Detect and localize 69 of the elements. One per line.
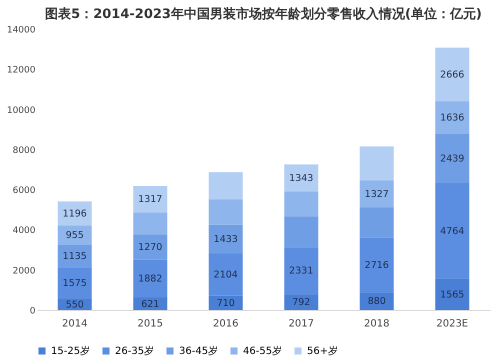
y-tick-label: 4000	[12, 226, 36, 236]
data-label: 1636	[440, 112, 464, 124]
legend-label: 15-25岁	[51, 345, 90, 357]
data-label: 1433	[214, 234, 238, 246]
data-label: 2104	[214, 270, 238, 281]
bar	[435, 48, 470, 102]
data-label: 1565	[440, 289, 464, 300]
data-label: 880	[368, 296, 386, 308]
x-tick-label: 2018	[364, 318, 390, 330]
legend-label: 36-45岁	[179, 345, 218, 357]
data-label: 1135	[62, 250, 87, 262]
bar	[360, 207, 394, 238]
data-label: 955	[66, 230, 84, 241]
x-tick-label: 2023E	[436, 318, 468, 330]
x-tick-label: 2015	[138, 318, 163, 330]
data-label: 550	[66, 299, 84, 310]
bar	[58, 267, 92, 299]
y-tick-label: 2000	[12, 266, 36, 276]
data-label: 792	[292, 297, 310, 308]
bar	[133, 234, 168, 260]
y-tick-label: 12000	[6, 66, 36, 76]
bar	[58, 244, 92, 268]
legend-label: 26-35岁	[115, 345, 154, 357]
bar	[58, 201, 92, 226]
data-label: 2716	[364, 260, 389, 272]
bar	[360, 180, 394, 208]
y-tick-label: 10000	[6, 106, 36, 116]
bar	[208, 224, 243, 254]
bar	[208, 296, 243, 310]
data-label: 710	[216, 298, 235, 309]
bar	[360, 238, 394, 292]
bar	[208, 199, 243, 225]
bar	[208, 172, 243, 200]
data-label: 2666	[440, 69, 464, 80]
chart-title: 图表5：2014-2023年中国男装市场按年龄划分零售收入情况(单位：亿元)	[45, 6, 482, 22]
bar	[133, 260, 168, 298]
bar	[133, 186, 168, 212]
data-label: 2331	[289, 266, 314, 277]
data-label: 1343	[289, 172, 314, 184]
data-label: 1327	[364, 188, 389, 200]
data-label: 1575	[62, 278, 87, 290]
y-tick-label: 0	[30, 306, 36, 316]
bar	[133, 212, 168, 234]
x-tick-label: 2014	[62, 318, 88, 330]
x-tick-label: 2017	[288, 318, 314, 330]
x-tick-label: 2016	[213, 318, 238, 330]
y-tick-label: 14000	[6, 26, 36, 36]
data-label: 1270	[138, 242, 162, 254]
bar	[208, 254, 243, 296]
data-label: 621	[141, 298, 160, 310]
data-label: 4764	[440, 226, 464, 237]
bar	[435, 101, 470, 134]
data-label: 1882	[138, 274, 162, 285]
bar	[435, 182, 470, 279]
bar	[284, 164, 318, 192]
bar	[435, 134, 470, 183]
legend-label: 46-55岁	[243, 345, 282, 357]
data-label: 1196	[62, 208, 87, 220]
legend-label: 56+岁	[307, 345, 338, 357]
bar	[360, 146, 394, 180]
bar	[284, 247, 318, 294]
bar	[284, 294, 318, 310]
y-tick-label: 8000	[12, 146, 36, 156]
bar	[284, 191, 318, 216]
data-label: 1317	[138, 194, 162, 206]
bar	[435, 278, 470, 310]
data-label: 2439	[440, 153, 464, 164]
y-tick-label: 6000	[12, 186, 36, 196]
bar	[284, 216, 318, 248]
